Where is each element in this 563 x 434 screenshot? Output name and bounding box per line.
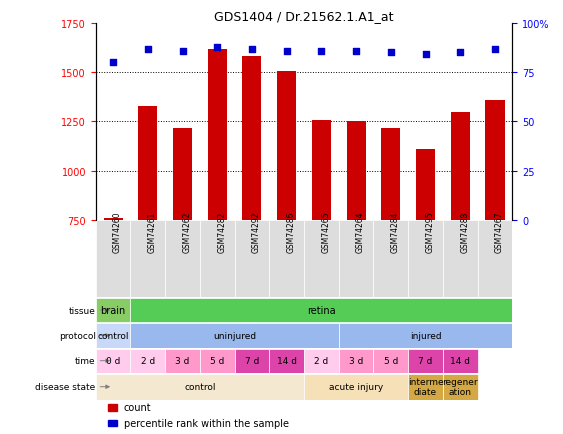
- Text: uninjured: uninjured: [213, 331, 256, 340]
- FancyBboxPatch shape: [200, 349, 235, 373]
- Text: brain: brain: [100, 306, 126, 315]
- Text: 14 d: 14 d: [450, 356, 470, 365]
- Text: count: count: [124, 403, 151, 413]
- Text: GSM74295: GSM74295: [426, 211, 435, 253]
- Text: time: time: [75, 356, 96, 365]
- Bar: [108, 404, 117, 411]
- Text: GSM74292: GSM74292: [252, 211, 261, 253]
- Text: protocol: protocol: [59, 331, 96, 340]
- Text: control: control: [184, 382, 216, 391]
- Text: acute injury: acute injury: [329, 382, 383, 391]
- FancyBboxPatch shape: [339, 349, 373, 373]
- Bar: [138, 106, 157, 220]
- FancyBboxPatch shape: [200, 220, 235, 298]
- Text: GSM74288: GSM74288: [461, 211, 469, 253]
- FancyBboxPatch shape: [96, 220, 131, 298]
- Text: regener
ation: regener ation: [443, 377, 478, 397]
- Text: GSM74262: GSM74262: [182, 211, 191, 253]
- Point: [248, 46, 257, 53]
- Point: [317, 48, 326, 55]
- Text: 14 d: 14 d: [276, 356, 297, 365]
- FancyBboxPatch shape: [304, 374, 408, 400]
- Text: 2 d: 2 d: [141, 356, 155, 365]
- Text: GSM74286: GSM74286: [287, 211, 296, 253]
- FancyBboxPatch shape: [373, 220, 408, 298]
- Text: GSM74264: GSM74264: [356, 211, 365, 253]
- Text: disease state: disease state: [35, 382, 96, 391]
- Bar: [277, 72, 296, 220]
- Point: [178, 48, 187, 55]
- FancyBboxPatch shape: [339, 323, 512, 348]
- Text: GSM74260: GSM74260: [113, 211, 122, 253]
- FancyBboxPatch shape: [96, 298, 131, 322]
- Text: 5 d: 5 d: [383, 356, 398, 365]
- FancyBboxPatch shape: [165, 220, 200, 298]
- Bar: [243, 57, 261, 220]
- FancyBboxPatch shape: [131, 298, 512, 322]
- FancyBboxPatch shape: [373, 349, 408, 373]
- FancyBboxPatch shape: [269, 220, 304, 298]
- Bar: [485, 101, 504, 220]
- FancyBboxPatch shape: [131, 349, 165, 373]
- Point: [144, 46, 153, 53]
- Bar: [208, 49, 227, 220]
- Text: 7 d: 7 d: [418, 356, 433, 365]
- Point: [490, 46, 499, 53]
- Text: percentile rank within the sample: percentile rank within the sample: [124, 418, 289, 428]
- Point: [456, 50, 465, 57]
- FancyBboxPatch shape: [96, 323, 131, 348]
- FancyBboxPatch shape: [304, 220, 339, 298]
- Bar: [173, 129, 192, 220]
- FancyBboxPatch shape: [339, 220, 373, 298]
- FancyBboxPatch shape: [443, 374, 477, 400]
- Text: 5 d: 5 d: [210, 356, 225, 365]
- FancyBboxPatch shape: [408, 349, 443, 373]
- FancyBboxPatch shape: [408, 374, 443, 400]
- FancyBboxPatch shape: [96, 374, 304, 400]
- Text: retina: retina: [307, 306, 336, 315]
- Text: 0 d: 0 d: [106, 356, 120, 365]
- FancyBboxPatch shape: [131, 220, 165, 298]
- Text: GSM74265: GSM74265: [321, 211, 330, 253]
- Bar: [104, 218, 123, 220]
- Text: interme
diate: interme diate: [408, 377, 443, 397]
- Text: GSM74261: GSM74261: [148, 211, 157, 253]
- FancyBboxPatch shape: [235, 349, 269, 373]
- Text: control: control: [97, 331, 129, 340]
- Text: 3 d: 3 d: [175, 356, 190, 365]
- Point: [386, 50, 395, 57]
- Point: [109, 60, 118, 67]
- Bar: [416, 150, 435, 220]
- FancyBboxPatch shape: [131, 323, 339, 348]
- Point: [282, 48, 291, 55]
- FancyBboxPatch shape: [165, 349, 200, 373]
- Point: [213, 44, 222, 51]
- FancyBboxPatch shape: [443, 349, 477, 373]
- Text: GSM74284: GSM74284: [391, 211, 400, 253]
- FancyBboxPatch shape: [443, 220, 477, 298]
- Text: 3 d: 3 d: [349, 356, 363, 365]
- Text: injured: injured: [410, 331, 441, 340]
- Bar: [381, 129, 400, 220]
- FancyBboxPatch shape: [235, 220, 269, 298]
- Text: 2 d: 2 d: [314, 356, 328, 365]
- Text: GSM74267: GSM74267: [495, 211, 504, 253]
- Text: GSM74282: GSM74282: [217, 211, 226, 253]
- Point: [421, 52, 430, 59]
- FancyBboxPatch shape: [304, 349, 339, 373]
- Bar: [347, 122, 365, 220]
- Text: tissue: tissue: [69, 306, 96, 315]
- FancyBboxPatch shape: [269, 349, 304, 373]
- Bar: [108, 420, 117, 426]
- Bar: [451, 112, 470, 220]
- Point: [351, 48, 361, 55]
- FancyBboxPatch shape: [96, 349, 131, 373]
- Title: GDS1404 / Dr.21562.1.A1_at: GDS1404 / Dr.21562.1.A1_at: [215, 10, 394, 23]
- Text: 7 d: 7 d: [245, 356, 259, 365]
- Bar: [312, 121, 331, 220]
- FancyBboxPatch shape: [477, 220, 512, 298]
- FancyBboxPatch shape: [408, 220, 443, 298]
